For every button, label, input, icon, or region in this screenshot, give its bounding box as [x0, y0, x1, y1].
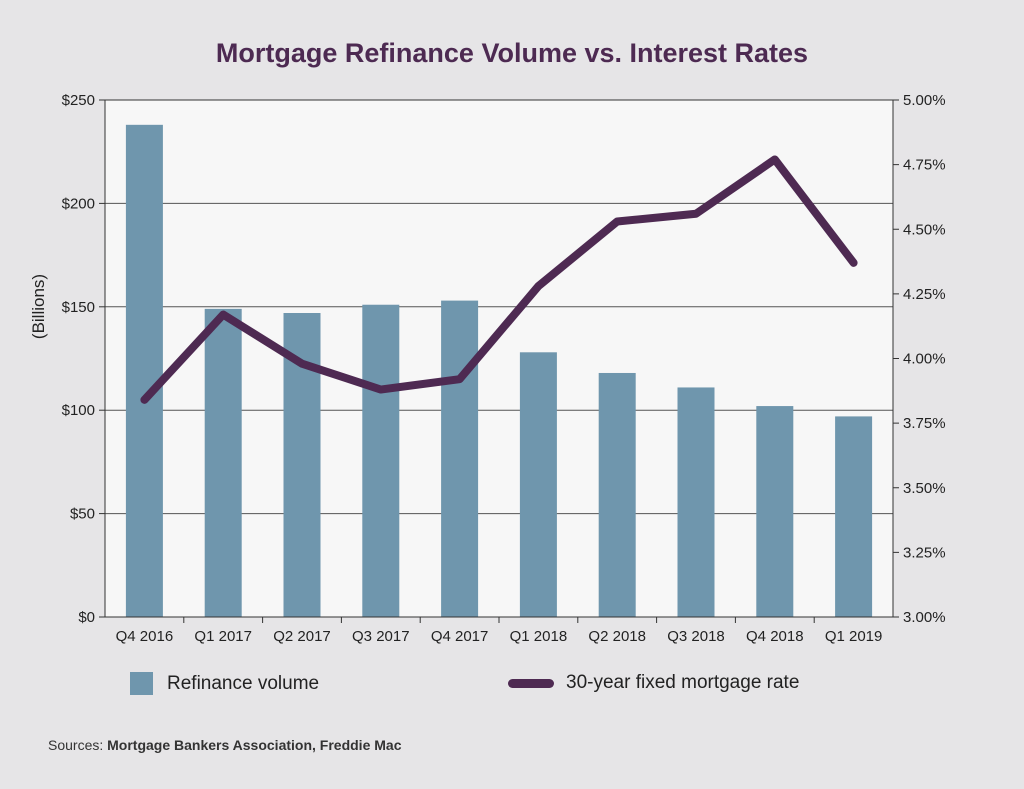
- chart-title: Mortgage Refinance Volume vs. Interest R…: [215, 38, 809, 68]
- x-tick-label: Q2 2017: [273, 628, 331, 645]
- bar: [362, 304, 400, 617]
- rate-line: [140, 155, 858, 404]
- sources-text: Mortgage Bankers Association, Freddie Ma…: [107, 737, 402, 753]
- y-tick-label: $100: [62, 402, 95, 419]
- x-tick-label: Q4 2018: [746, 628, 804, 645]
- x-tick-label: Q4 2016: [116, 628, 174, 645]
- bar: [598, 372, 636, 617]
- sources-label: Sources:: [48, 737, 104, 753]
- legend-label-rate: 30-year fixed mortgage rate: [566, 672, 800, 693]
- axes: $0 $50 $100 $150 $200 $250 3.00% 3.25% 3.50% 3.75…: [62, 92, 946, 645]
- y2-tick-label: 4.00%: [903, 351, 946, 368]
- x-tick-label: Q3 2017: [352, 628, 410, 645]
- bar: [756, 406, 794, 617]
- y-tick-label: $0: [78, 609, 95, 626]
- y2-tick-label: 3.00%: [903, 609, 946, 626]
- y2-tick-label: 3.50%: [903, 480, 946, 497]
- legend-item-refinance: Refinance volume: [130, 672, 319, 695]
- bar: [125, 124, 163, 617]
- legend-swatch-bar: [130, 672, 153, 695]
- bar: [204, 308, 242, 617]
- sources-note: Sources: Mortgage Bankers Association, F…: [48, 737, 401, 753]
- y2-tick-label: 4.75%: [903, 157, 946, 174]
- y2-tick-label: 3.75%: [903, 415, 946, 432]
- y-axis-label: (Billions): [29, 274, 48, 339]
- legend-label-refinance: Refinance volume: [167, 672, 320, 694]
- legend-swatch-line: [508, 678, 554, 688]
- legend-item-rate: 30-year fixed mortgage rate: [508, 672, 799, 694]
- y-tick-label: $200: [62, 195, 95, 212]
- y-tick-label: $50: [70, 506, 95, 523]
- x-tick-label: Q1 2018: [510, 628, 568, 645]
- y2-tick-label: 3.25%: [903, 544, 946, 561]
- bar: [519, 352, 557, 617]
- bar: [835, 416, 873, 617]
- x-tick-label: Q3 2018: [667, 628, 725, 645]
- bar: [441, 300, 479, 617]
- y-tick-label: $150: [62, 299, 95, 316]
- x-tick-label: Q2 2018: [588, 628, 646, 645]
- bar-series: [125, 124, 873, 617]
- y2-tick-label: 4.50%: [903, 221, 946, 238]
- y2-tick-label: 5.00%: [903, 92, 946, 109]
- x-tick-label: Q1 2017: [194, 628, 252, 645]
- x-tick-label: Q1 2019: [825, 628, 883, 645]
- y-tick-label: $250: [62, 92, 95, 109]
- bar: [677, 387, 715, 617]
- line-series: [140, 155, 858, 404]
- y2-tick-label: 4.25%: [903, 286, 946, 303]
- x-tick-label: Q4 2017: [431, 628, 489, 645]
